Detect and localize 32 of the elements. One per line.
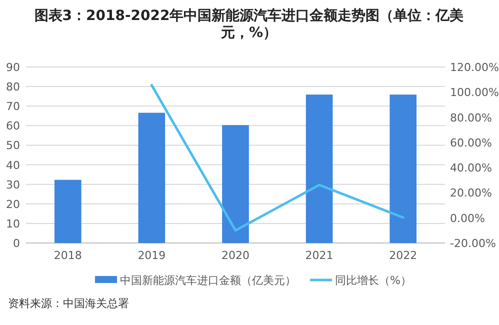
- y2-tick-label: 0.00%: [450, 212, 485, 225]
- y-tick-label: 40: [6, 158, 20, 172]
- legend-label: 同比增长（%）: [335, 274, 412, 287]
- bar: [390, 94, 417, 243]
- y-tick-label: 80: [6, 80, 20, 94]
- y2-tick-label: 100.00%: [450, 86, 499, 100]
- y2-tick-label: -20.00%: [450, 237, 496, 250]
- text: 资料来源：中国海关总署: [8, 297, 129, 310]
- y2-tick-label: 60.00%: [450, 136, 492, 150]
- legend-label: 中国新能源汽车进口金额（亿美元）: [120, 274, 296, 287]
- title: 图表3：2018-2022年中国新能源汽车进口金额走势图（单位：亿美元，%）: [34, 8, 464, 41]
- y2-tick-label: 120.00%: [450, 61, 499, 74]
- y2-tick-label: 80.00%: [450, 111, 492, 124]
- bar: [138, 112, 166, 243]
- y-tick-label: 60: [6, 120, 20, 133]
- y-tick-label: 50: [6, 139, 20, 152]
- x-tick-label: 2020: [222, 249, 250, 262]
- x-tick-label: 2019: [138, 249, 166, 262]
- y-tick-label: 10: [6, 217, 20, 230]
- y2-tick-label: 20.00%: [450, 186, 492, 200]
- x-tick-label: 2018: [54, 249, 82, 262]
- x-tick-label: 2021: [305, 249, 334, 262]
- x-tick-label: 2022: [389, 249, 418, 262]
- bar: [54, 180, 82, 243]
- y-tick-label: 30: [6, 178, 20, 192]
- y-tick-label: 20: [6, 198, 20, 211]
- y2-tick-label: 40.00%: [450, 162, 492, 175]
- bar: [222, 125, 249, 243]
- y-tick-label: 90: [6, 61, 20, 74]
- y-tick-label: 0: [13, 237, 20, 250]
- y-tick-label: 70: [6, 100, 20, 114]
- bar: [306, 94, 333, 243]
